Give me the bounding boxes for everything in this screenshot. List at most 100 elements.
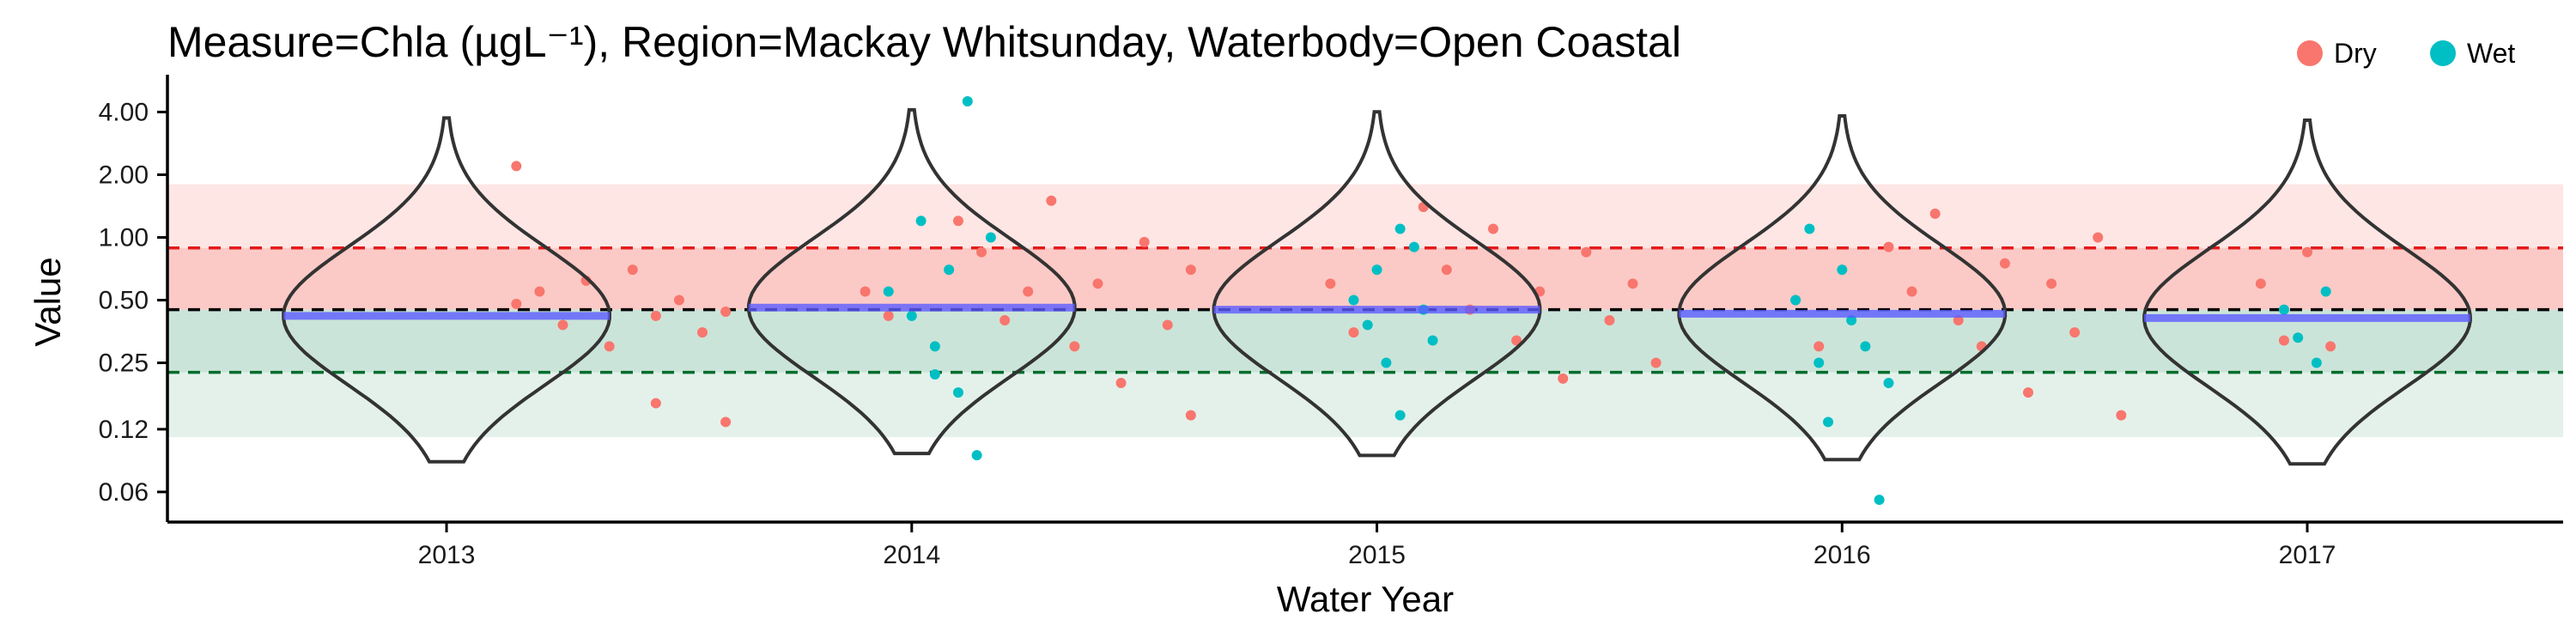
data-point-dry [1046,195,1057,206]
x-tick-label: 2015 [1348,541,1406,569]
data-point-dry [1092,278,1103,289]
data-point-dry [650,398,661,409]
data-point-wet [883,286,894,297]
data-point-wet [952,387,963,398]
x-axis-label: Water Year [1277,579,1454,619]
data-point-dry [2278,335,2289,346]
legend-swatch-wet [2430,40,2456,66]
data-point-dry [557,319,568,331]
data-point-wet [1408,241,1419,252]
data-point-dry [999,315,1011,326]
data-point-wet [1394,410,1406,421]
data-point-wet [1837,264,1848,276]
x-ticks: 2013 2014 2015 2016 2017 [418,522,2336,569]
data-point-dry [511,298,522,309]
data-point-wet [2311,357,2322,368]
data-point-wet [1814,357,1825,368]
x-tick-label: 2014 [883,541,940,569]
y-tick-label: 0.06 [99,478,149,507]
data-point-dry [1162,319,1173,331]
data-point-dry [627,264,638,276]
data-point-dry [2255,278,2266,289]
data-point-wet [1381,357,1392,368]
y-tick-label: 0.50 [99,287,149,315]
data-point-dry [2022,387,2033,398]
data-point-dry [1604,315,1615,326]
data-point-dry [1650,357,1662,368]
data-point-wet [1823,416,1834,428]
data-point-wet [906,310,917,321]
data-point-wet [971,450,982,461]
data-point-dry [1558,373,1569,384]
violin-2016 [1677,114,2008,462]
data-point-dry [1325,278,1336,289]
data-point-wet [1427,335,1438,346]
x-tick-label: 2013 [418,541,476,569]
data-point-dry [673,295,684,306]
data-point-wet [2320,286,2331,297]
data-point-dry [1139,236,1150,247]
data-point-dry [1627,278,1638,289]
data-point-dry [2116,410,2127,421]
data-point-dry [1069,341,1080,352]
data-point-dry [1348,327,1359,338]
data-point-dry [2325,341,2336,352]
data-point-wet [1804,223,1815,234]
data-point-wet [1883,378,1894,389]
median-markers [283,303,2471,322]
data-point-dry [697,327,708,338]
data-point-wet [1874,495,1885,506]
data-point-wet [915,216,927,227]
x-tick-label: 2016 [1814,541,1871,569]
data-point-wet [2278,304,2289,315]
data-point-dry [1999,258,2010,269]
chart-title: Measure=Chla (µgL⁻¹), Region=Mackay Whit… [167,18,1681,66]
data-point-dry [2069,327,2081,338]
data-point-wet [929,341,940,352]
violin-2015 [1212,110,1542,458]
data-point-dry [860,286,871,297]
data-point-wet [1860,341,1871,352]
data-point-dry [883,310,894,321]
data-point-wet [1846,315,1857,326]
x-tick-label: 2017 [2279,541,2336,569]
data-point-dry [511,161,522,172]
data-point-dry [1023,286,1034,297]
data-point-dry [1953,315,1964,326]
y-tick-label: 0.12 [99,416,149,444]
data-point-wet [962,96,973,107]
data-point-dry [976,246,987,258]
data-point-dry [534,286,545,297]
data-point-dry [1185,410,1196,421]
data-point-dry [952,216,963,227]
axes [166,75,2563,524]
data-point-wet [1362,319,1373,331]
data-point-wet [944,264,955,276]
data-point-dry [1581,246,1592,258]
legend-label-dry: Dry [2334,38,2377,69]
data-point-dry [1115,378,1127,389]
data-point-wet [1790,295,1801,306]
legend-label-wet: Wet [2467,38,2515,69]
data-point-dry [2046,278,2057,289]
legend-swatch-dry [2297,40,2323,66]
legend: Dry Wet [2297,38,2515,69]
data-point-dry [650,310,661,321]
data-point-dry [1441,264,1452,276]
data-point-dry [1185,264,1196,276]
data-point-dry [1487,223,1498,234]
y-tick-label: 1.00 [99,223,149,252]
violin-2014 [746,107,1077,456]
data-point-dry [1906,286,1917,297]
data-point-dry [720,416,732,428]
violin-2017 [2142,118,2472,466]
data-point-dry [1883,241,1894,252]
y-ticks: 0.06 0.12 0.25 0.50 1.00 2.00 4.00 [99,98,167,507]
y-tick-label: 2.00 [99,161,149,189]
data-point-dry [2093,232,2104,243]
data-point-wet [985,232,996,243]
violins [282,107,2472,466]
y-axis-label: Value [27,257,68,346]
data-point-wet [1394,223,1406,234]
